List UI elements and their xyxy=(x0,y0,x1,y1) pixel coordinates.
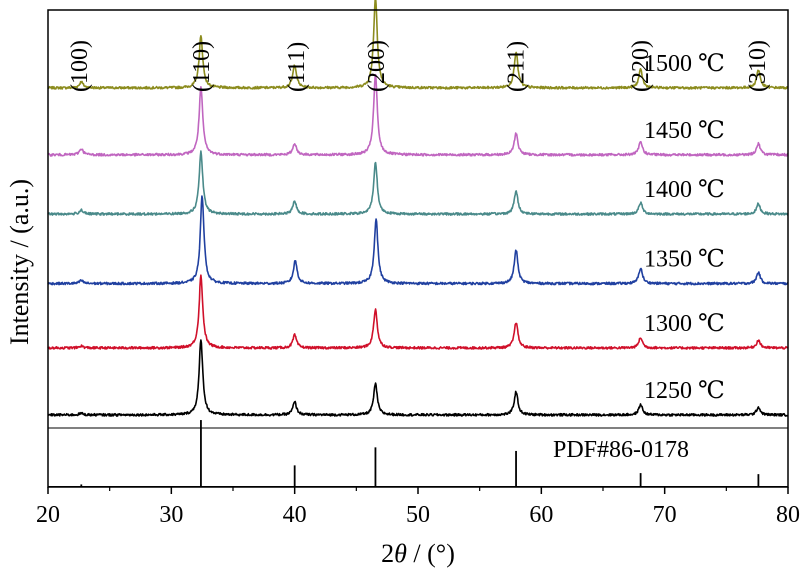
axes-layer: 20 30 40 50 60 70 80 xyxy=(36,9,800,528)
hkl-label-110: (110) xyxy=(189,41,215,92)
hkl-label-111: (111) xyxy=(284,42,310,92)
label-layer: 1500 ℃ 1450 ℃ 1400 ℃ 1350 ℃ 1300 ℃ 1250 ℃ PDF#… xyxy=(67,40,771,463)
series-line-1350 xyxy=(47,195,789,286)
x-tick-label-50: 50 xyxy=(406,502,430,528)
hkl-label-211: (211) xyxy=(503,41,529,92)
series-line-1300 xyxy=(47,274,789,350)
series-line-1250 xyxy=(47,339,789,417)
series-label-1500: 1500 ℃ xyxy=(644,51,725,77)
reference-label: PDF#86-0178 xyxy=(553,437,689,463)
hkl-label-100: (100) xyxy=(67,40,93,92)
x-tick-label-30: 30 xyxy=(159,502,183,528)
series-label-1450: 1450 ℃ xyxy=(644,118,725,144)
series-label-1300: 1300 ℃ xyxy=(644,311,725,337)
x-tick-label-80: 80 xyxy=(776,502,800,528)
series-label-1350: 1350 ℃ xyxy=(644,247,725,273)
y-axis-title: Intensity / (a.u.) xyxy=(5,179,34,345)
hkl-label-200: (200) xyxy=(364,40,390,92)
x-axis-title: 2θ / (°) xyxy=(381,539,455,568)
x-tick-label-40: 40 xyxy=(283,502,307,528)
x-tick-label-60: 60 xyxy=(529,502,553,528)
hkl-label-220: (220) xyxy=(628,40,654,92)
x-tick-label-70: 70 xyxy=(653,502,677,528)
series-line-1450 xyxy=(47,73,789,157)
hkl-label-310: (310) xyxy=(745,40,771,92)
series-line-1400 xyxy=(47,150,789,216)
series-label-1400: 1400 ℃ xyxy=(644,177,725,203)
series-line-1500 xyxy=(47,0,789,90)
x-tick-label-20: 20 xyxy=(36,502,60,528)
series-label-1250: 1250 ℃ xyxy=(644,378,725,404)
plot-layer xyxy=(47,0,789,487)
